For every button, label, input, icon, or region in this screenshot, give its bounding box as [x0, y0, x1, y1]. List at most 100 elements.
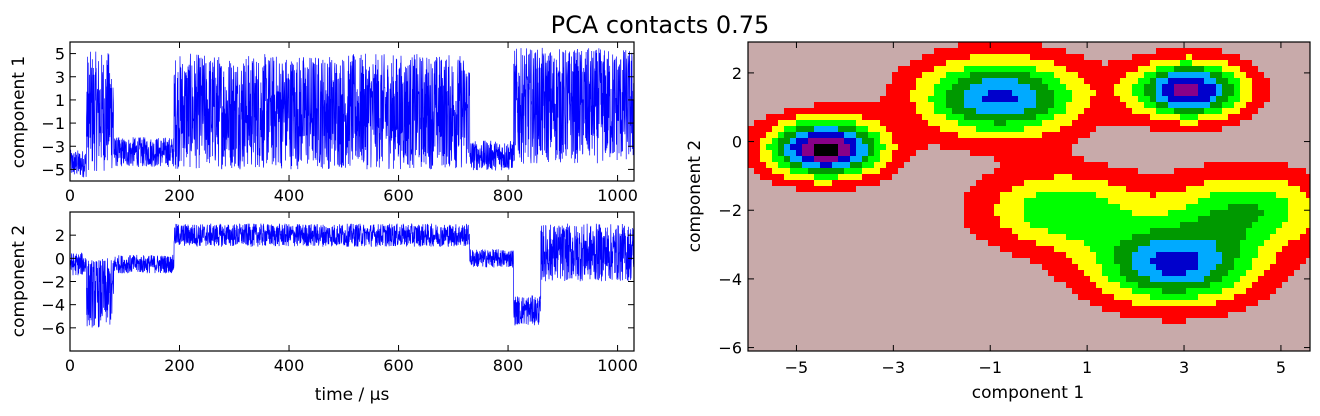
contour-cell: [844, 120, 850, 126]
contour-cell: [832, 114, 838, 120]
contour-cell: [808, 114, 814, 120]
contour-cell: [1144, 228, 1150, 234]
contour-cell: [1180, 84, 1186, 90]
contour-cell: [1216, 210, 1222, 216]
contour-cell: [994, 132, 1000, 138]
contour-cell: [1306, 204, 1310, 210]
contour-cell: [1204, 204, 1210, 210]
contour-cell: [1030, 60, 1036, 66]
contour-cell: [892, 150, 898, 156]
contour-cell: [1000, 156, 1006, 162]
contour-cell: [796, 144, 802, 150]
contour-cell: [844, 180, 850, 186]
contour-cell: [1030, 252, 1036, 258]
contour-cell: [1114, 198, 1120, 204]
contour-cell: [1102, 102, 1108, 108]
contour-cell: [1306, 210, 1310, 216]
contour-cell: [964, 216, 970, 222]
contour-cell: [1036, 78, 1042, 84]
ytick-label: −6: [718, 339, 742, 358]
contour-cell: [802, 156, 808, 162]
contour-cell: [1216, 162, 1222, 168]
contour-cell: [1054, 210, 1060, 216]
contour-cell: [1036, 54, 1042, 60]
contour-cell: [1078, 240, 1084, 246]
contour-cell: [1120, 168, 1126, 174]
contour-cell: [1198, 60, 1204, 66]
contour-cell: [1210, 90, 1216, 96]
contour-cell: [1192, 48, 1198, 54]
contour-cell: [844, 102, 850, 108]
contour-cell: [1132, 210, 1138, 216]
contour-cell: [1018, 222, 1024, 228]
contour-cell: [1276, 264, 1282, 270]
contour-cell: [1138, 306, 1144, 312]
contour-cell: [1150, 102, 1156, 108]
contour-cell: [1264, 270, 1270, 276]
contour-cell: [1018, 162, 1024, 168]
contour-cell: [1150, 252, 1156, 258]
contour-cell: [1138, 108, 1144, 114]
contour-cell: [1084, 198, 1090, 204]
contour-cell: [856, 120, 862, 126]
contour-cell: [1228, 252, 1234, 258]
contour-cell: [964, 120, 970, 126]
contour-cell: [1216, 114, 1222, 120]
contour-cell: [1120, 222, 1126, 228]
contour-cell: [1168, 270, 1174, 276]
contour-cell: [1018, 186, 1024, 192]
contour-cell: [1234, 204, 1240, 210]
contour-cell: [946, 72, 952, 78]
contour-cell: [862, 150, 868, 156]
contour-cell: [1192, 168, 1198, 174]
contour-cell: [1012, 216, 1018, 222]
contour-cell: [1042, 228, 1048, 234]
contour-cell: [1102, 294, 1108, 300]
contour-cell: [1294, 258, 1300, 264]
contour-cell: [892, 156, 898, 162]
contour-cell: [1078, 96, 1084, 102]
contour-cell: [1072, 114, 1078, 120]
contour-cell: [1222, 222, 1228, 228]
contour-cell: [1072, 258, 1078, 264]
contour-cell: [1030, 126, 1036, 132]
contour-cell: [1156, 246, 1162, 252]
contour-cell: [1234, 162, 1240, 168]
contour-cell: [1066, 78, 1072, 84]
contour-cell: [1078, 264, 1084, 270]
contour-cell: [1258, 186, 1264, 192]
contour-cell: [1072, 138, 1078, 144]
contour-cell: [1066, 60, 1072, 66]
contour-cell: [1300, 228, 1306, 234]
contour-cell: [1036, 108, 1042, 114]
contour-cell: [826, 168, 832, 174]
contour-cell: [1228, 276, 1234, 282]
contour-cell: [844, 186, 850, 192]
contour-cell: [1072, 132, 1078, 138]
contour-cell: [748, 138, 754, 144]
contour-cell: [1156, 108, 1162, 114]
contour-cell: [1228, 300, 1234, 306]
contour-cell: [1162, 60, 1168, 66]
contour-cell: [1150, 90, 1156, 96]
contour-cell: [1276, 192, 1282, 198]
contour-cell: [1048, 54, 1054, 60]
contour-cell: [1102, 282, 1108, 288]
contour-cell: [1006, 108, 1012, 114]
contour-cell: [982, 210, 988, 216]
contour-cell: [1252, 96, 1258, 102]
contour-cell: [994, 150, 1000, 156]
contour-cell: [1246, 294, 1252, 300]
contour-cell: [1144, 276, 1150, 282]
contour-cell: [844, 126, 850, 132]
contour-cell: [1246, 228, 1252, 234]
contour-cell: [1210, 198, 1216, 204]
contour-cell: [976, 48, 982, 54]
contour-cell: [1246, 282, 1252, 288]
contour-cell: [1132, 192, 1138, 198]
contour-cell: [850, 162, 856, 168]
contour-cell: [1198, 270, 1204, 276]
contour-cell: [946, 48, 952, 54]
contour-cell: [994, 120, 1000, 126]
contour-cell: [1018, 66, 1024, 72]
